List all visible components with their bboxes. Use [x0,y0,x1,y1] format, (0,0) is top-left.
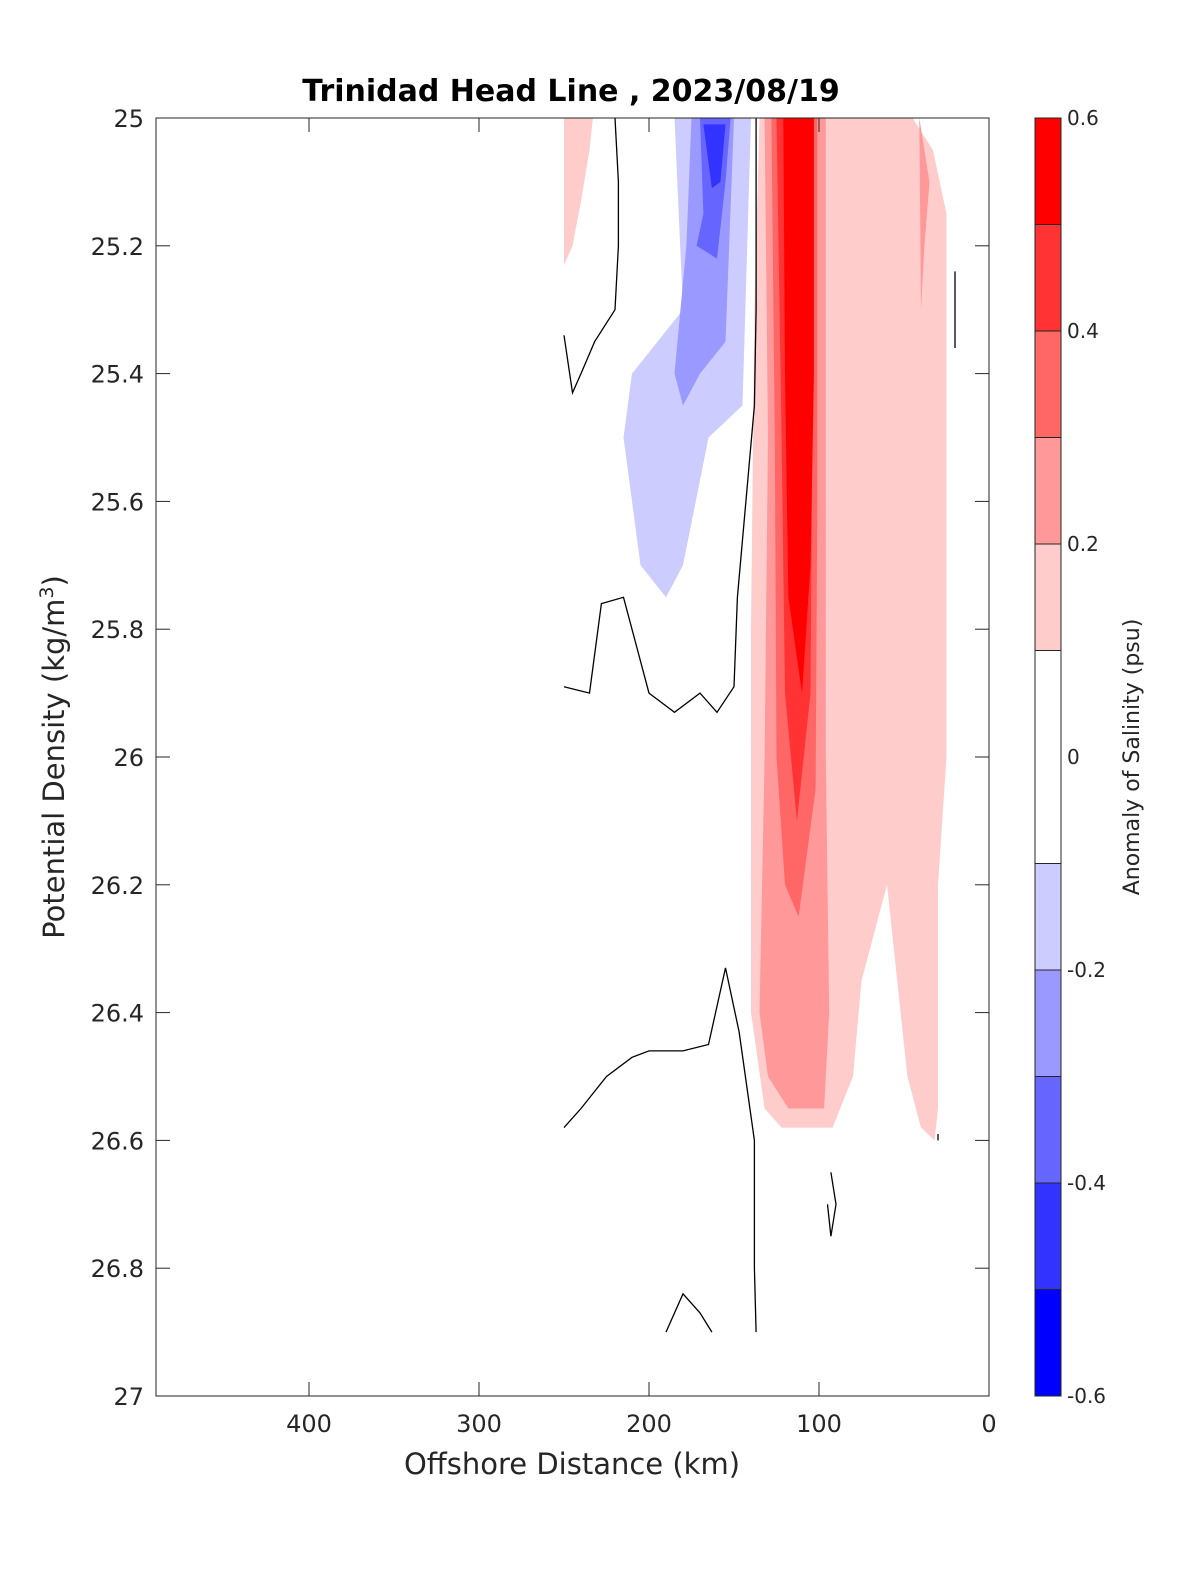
y-tick-label-10: 27 [113,1383,144,1411]
chart-title: Trinidad Head Line , 2023/08/19 [302,74,839,109]
zero-contour-4 [826,1172,837,1237]
x-tick-label-0: 400 [286,1410,332,1438]
colorbar-tick-label-3: 0 [1067,745,1080,769]
colorbar-tick-label-6: -0.6 [1067,1384,1106,1408]
y-tick-label-2: 25.4 [91,361,144,389]
x-tick-label-4: 0 [981,1410,996,1438]
zero-contour-3 [665,1292,713,1333]
colorbar: 0.6 0.4 0.2 0 -0.2 -0.4 -0.6 [1034,106,1106,1408]
x-tick-label-3: 100 [796,1410,842,1438]
colorbar-tick-label-1: 0.4 [1067,319,1099,343]
x-tick-label-2: 200 [626,1410,672,1438]
colorbar-band-0 [1035,1289,1061,1396]
colorbar-tick-label-0: 0.6 [1067,106,1099,130]
y-tick-label-7: 26.4 [91,1000,144,1028]
colorbar-tick-label-4: -0.2 [1067,958,1106,982]
colorbar-tick-label-2: 0.2 [1067,532,1099,556]
zero-contour-1 [563,118,757,714]
y-tick-label-1: 25.2 [91,233,144,261]
zero-contour-lines [563,117,956,1333]
colorbar-band-10 [1035,118,1061,225]
colorbar-frame [1034,117,1062,1397]
y-axis-label-close: ) [37,575,71,586]
contour-region-11 [703,124,726,189]
colorbar-band-5 [1035,650,1061,864]
y-axis-label-main: Potential Density (kg/m [37,599,71,939]
colorbar-band-7 [1035,437,1061,544]
contour-region-0 [564,118,593,265]
colorbar-band-8 [1035,331,1061,438]
colorbar-bands [1035,118,1061,1396]
colorbar-tick-label-5: -0.4 [1067,1171,1106,1195]
colorbar-band-3 [1035,970,1061,1077]
x-tick-labels: 400 300 200 100 0 [286,1410,997,1438]
zero-contour-0 [563,117,620,396]
y-tick-label-0: 25 [113,105,144,133]
filled-contours [564,118,947,1141]
y-tick-label-9: 26.8 [91,1255,144,1283]
contour-region-4 [919,118,930,310]
zero-contour-2 [563,967,757,1333]
colorbar-label: Anomaly of Salinity (psu) [1120,619,1145,896]
plot-frame [155,117,990,1397]
plot-area [155,117,990,1397]
y-tick-label-5: 26 [113,744,144,772]
y-tick-label-6: 26.2 [91,872,144,900]
colorbar-band-4 [1035,863,1061,970]
colorbar-band-2 [1035,1076,1061,1183]
y-tick-label-3: 25.6 [91,488,144,516]
x-tick-label-1: 300 [456,1410,502,1438]
y-tick-label-4: 25.8 [91,616,144,644]
y-tick-label-8: 26.6 [91,1127,144,1155]
colorbar-band-1 [1035,1183,1061,1290]
colorbar-band-9 [1035,224,1061,331]
contour-region-7 [783,118,814,694]
x-axis-label: Offshore Distance (km) [404,1447,740,1481]
y-axis-label-superscript: 3 [36,586,58,598]
y-axis-label: Potential Density (kg/m3) [36,575,71,939]
y-tick-labels: 25 25.2 25.4 25.6 25.8 26 26.2 26.4 26.6 26.8 27 [91,105,144,1411]
colorbar-band-6 [1035,544,1061,651]
